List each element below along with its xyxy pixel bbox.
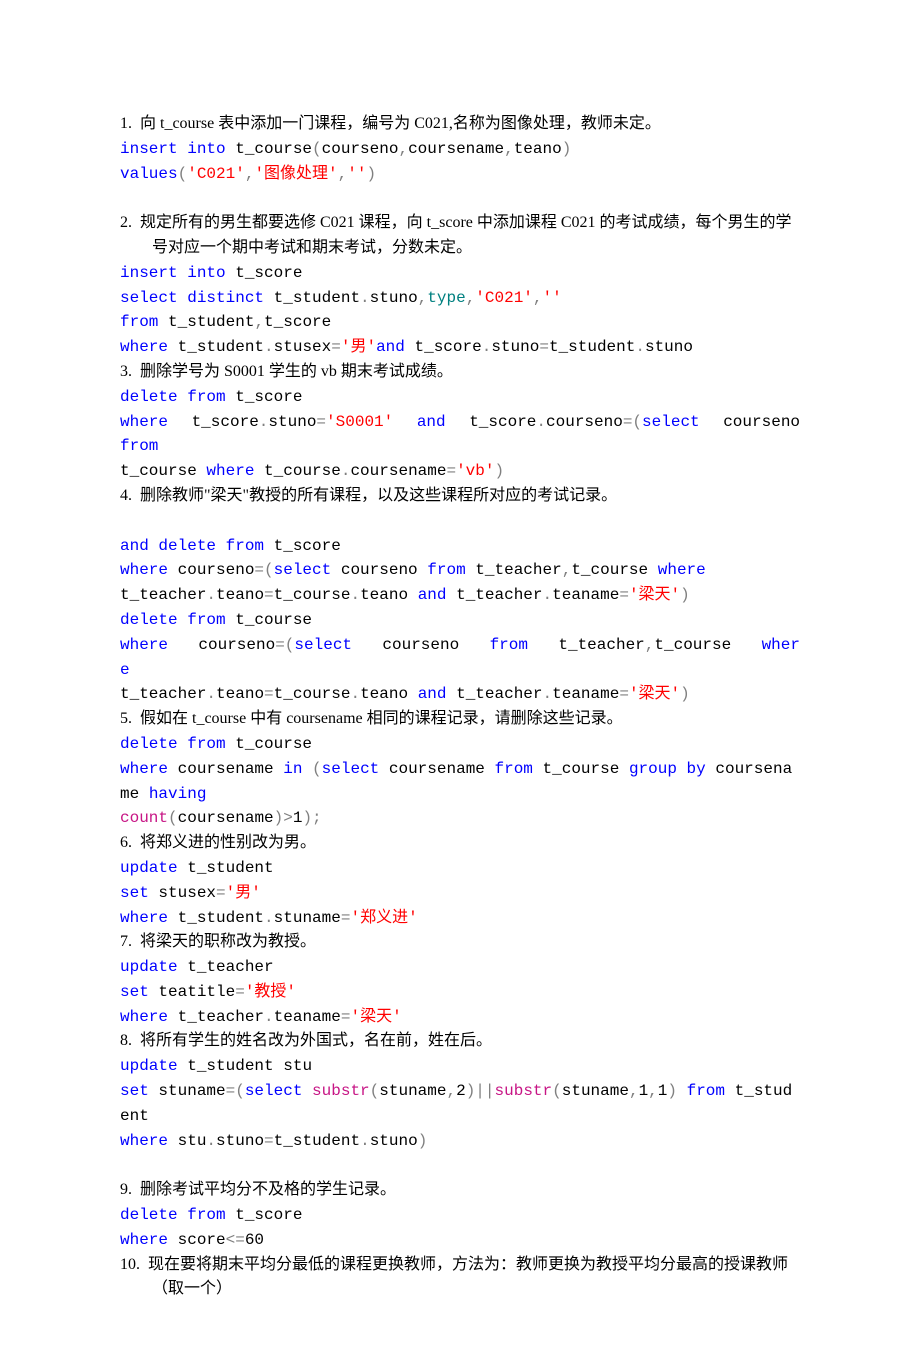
code-line: delete from t_course: [120, 608, 800, 633]
code-line: where t_score.stuno='S0001' and t_score.…: [120, 410, 800, 460]
code-line: set stusex='男': [120, 881, 800, 906]
code-line: t_teacher.teano=t_course.teano and t_tea…: [120, 583, 800, 608]
document-page: 1. 向 t_course 表中添加一门课程，编号为 C021,名称为图像处理，…: [0, 0, 920, 1362]
code-line: delete from t_score: [120, 385, 800, 410]
code-line: where t_teacher.teaname='梁天': [120, 1005, 800, 1030]
blank-line: [120, 186, 800, 211]
question-7: 7. 将梁天的职称改为教授。: [120, 930, 800, 955]
question-4: 4. 删除教师"梁天"教授的所有课程，以及这些课程所对应的考试记录。: [120, 484, 800, 509]
question-text: 规定所有的男生都要选修 C021 课程，向 t_score 中添加课程 C021…: [140, 214, 792, 256]
question-number: 4.: [120, 487, 140, 504]
blank-line: [120, 509, 800, 534]
question-number: 3.: [120, 363, 140, 380]
question-text: 将梁天的职称改为教授。: [140, 933, 316, 950]
question-6: 6. 将郑义进的性别改为男。: [120, 831, 800, 856]
code-line: where score<=60: [120, 1228, 800, 1253]
code-line: select distinct t_student.stuno,type,'C0…: [120, 286, 800, 311]
code-line: delete from t_course: [120, 732, 800, 757]
code-line: update t_student stu: [120, 1054, 800, 1079]
question-text: 将郑义进的性别改为男。: [140, 834, 316, 851]
code-line: values('C021','图像处理',''): [120, 162, 800, 187]
code-line: update t_student: [120, 856, 800, 881]
question-number: 5.: [120, 710, 140, 727]
code-line: set teatitle='教授': [120, 980, 800, 1005]
blank-line: [120, 1153, 800, 1178]
question-text: 向 t_course 表中添加一门课程，编号为 C021,名称为图像处理，教师未…: [140, 115, 661, 132]
question-number: 1.: [120, 115, 140, 132]
code-line: insert into t_score: [120, 261, 800, 286]
question-number: 6.: [120, 834, 140, 851]
code-line: where courseno=(select courseno from t_t…: [120, 633, 800, 683]
code-line: where t_student.stusex='男'and t_score.st…: [120, 335, 800, 360]
code-line: delete from t_score: [120, 1203, 800, 1228]
code-line: from t_student,t_score: [120, 310, 800, 335]
code-line: where t_student.stuname='郑义进': [120, 906, 800, 931]
question-text: 删除考试平均分不及格的学生记录。: [140, 1181, 396, 1198]
question-text: 删除学号为 S0001 学生的 vb 期末考试成绩。: [140, 363, 453, 380]
code-line: count(coursename)>1);: [120, 806, 800, 831]
question-2: 2. 规定所有的男生都要选修 C021 课程，向 t_score 中添加课程 C…: [120, 211, 800, 261]
question-number: 8.: [120, 1032, 140, 1049]
question-text: 现在要将期末平均分最低的课程更换教师，方法为：教师更换为教授平均分最高的授课教师…: [148, 1256, 788, 1298]
question-text: 删除教师"梁天"教授的所有课程，以及这些课程所对应的考试记录。: [140, 487, 617, 504]
code-line: and delete from t_score: [120, 534, 800, 559]
code-line: insert into t_course(courseno,coursename…: [120, 137, 800, 162]
code-line: update t_teacher: [120, 955, 800, 980]
code-line: where stu.stuno=t_student.stuno): [120, 1129, 800, 1154]
code-line: where coursename in (select coursename f…: [120, 757, 800, 807]
question-5: 5. 假如在 t_course 中有 coursename 相同的课程记录，请删…: [120, 707, 800, 732]
code-line: t_course where t_course.coursename='vb'): [120, 459, 800, 484]
question-number: 9.: [120, 1181, 140, 1198]
question-text: 假如在 t_course 中有 coursename 相同的课程记录，请删除这些…: [140, 710, 623, 727]
question-number: 7.: [120, 933, 140, 950]
question-number: 2.: [120, 214, 140, 231]
question-3: 3. 删除学号为 S0001 学生的 vb 期末考试成绩。: [120, 360, 800, 385]
question-9: 9. 删除考试平均分不及格的学生记录。: [120, 1178, 800, 1203]
question-10: 10. 现在要将期末平均分最低的课程更换教师，方法为：教师更换为教授平均分最高的…: [120, 1253, 800, 1303]
code-line: set stuname=(select substr(stuname,2)||s…: [120, 1079, 800, 1129]
code-line: where courseno=(select courseno from t_t…: [120, 558, 800, 583]
question-8: 8. 将所有学生的姓名改为外国式，名在前，姓在后。: [120, 1029, 800, 1054]
code-line: t_teacher.teano=t_course.teano and t_tea…: [120, 682, 800, 707]
question-number: 10.: [120, 1256, 148, 1273]
question-1: 1. 向 t_course 表中添加一门课程，编号为 C021,名称为图像处理，…: [120, 112, 800, 137]
question-text: 将所有学生的姓名改为外国式，名在前，姓在后。: [140, 1032, 492, 1049]
